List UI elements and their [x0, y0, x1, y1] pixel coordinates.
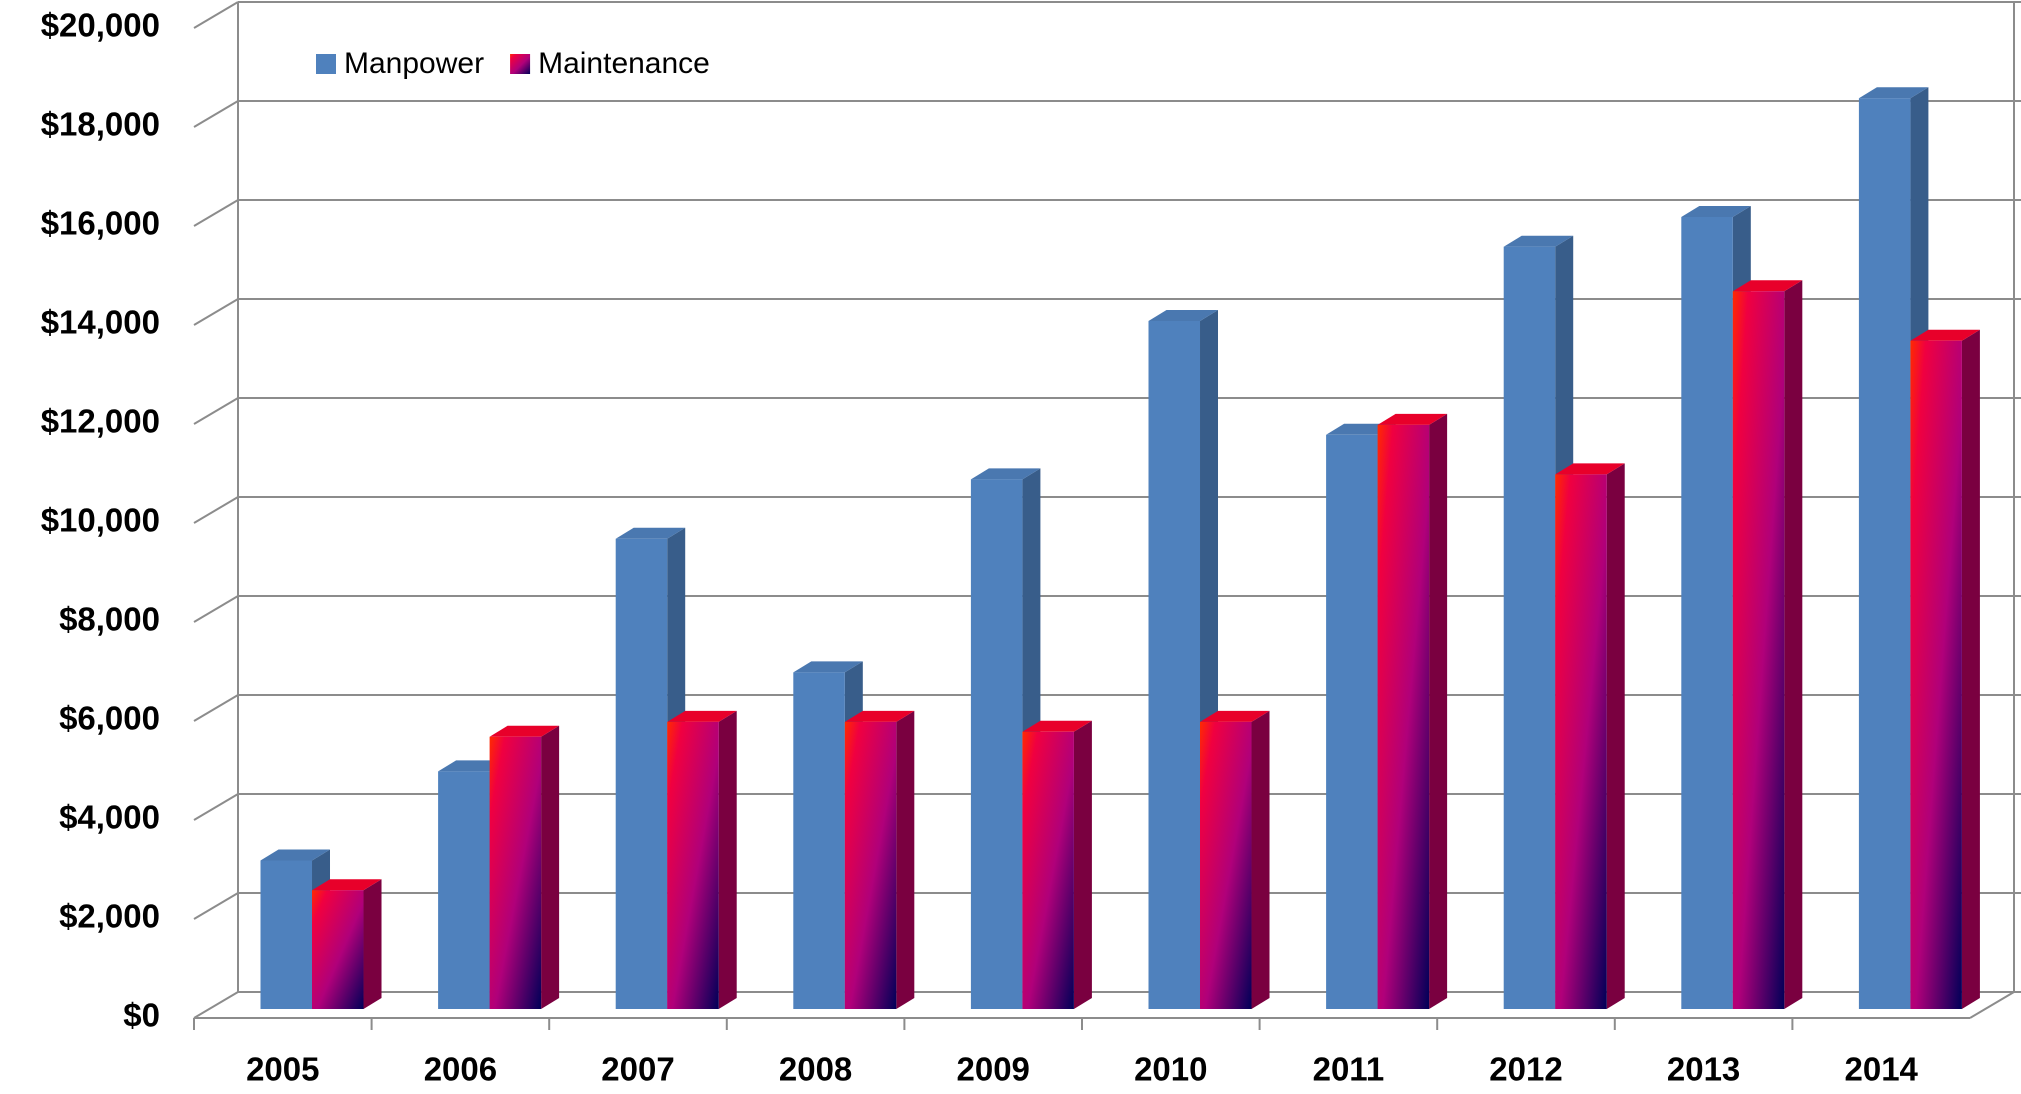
grid-line [193, 496, 239, 524]
axis [1969, 991, 2015, 1019]
x-tick-label: 2009 [956, 1051, 1029, 1088]
bar-side [718, 710, 737, 1009]
bar-front [844, 721, 897, 1009]
bar-front [312, 890, 364, 1009]
bar-side [1784, 280, 1803, 1009]
grid-line [193, 793, 239, 821]
bar-top [1858, 87, 1929, 99]
bar [1022, 720, 1092, 1009]
bar [1732, 280, 1803, 1009]
bar-side [363, 879, 382, 1009]
x-tick-label: 2006 [424, 1051, 497, 1088]
bar-top [844, 710, 915, 722]
bar-top [793, 661, 863, 673]
legend-swatch [316, 54, 336, 74]
bar [1910, 329, 1980, 1009]
y-tick-label: $8,000 [59, 601, 160, 638]
bar-front [1910, 340, 1962, 1009]
y-tick-label: $12,000 [41, 403, 160, 440]
bar-side [896, 710, 915, 1009]
y-tick-label: $18,000 [41, 106, 160, 143]
y-tick-label: $4,000 [59, 799, 160, 836]
legend-label: Manpower [344, 47, 484, 80]
x-tick-label: 2014 [1844, 1051, 1918, 1088]
grid-line [193, 991, 239, 1019]
bar-top [260, 849, 331, 861]
bar-top [970, 468, 1041, 480]
bar-front [438, 771, 490, 1009]
bar-top [1503, 235, 1574, 247]
legend-swatch [510, 54, 531, 74]
grid-line [193, 397, 239, 425]
bar-top [1910, 329, 1980, 341]
bar-side [1961, 329, 1980, 1009]
bar-top [1148, 309, 1219, 321]
bar-front [1681, 217, 1733, 1009]
bar [667, 710, 737, 1009]
bar-front [1503, 246, 1556, 1009]
bar-top [489, 725, 560, 737]
bar-front [1326, 434, 1378, 1009]
bar-front [667, 721, 719, 1009]
bar [1555, 463, 1625, 1009]
bar-front [1022, 731, 1074, 1009]
bar-side [1251, 710, 1270, 1009]
bar-top [1555, 463, 1625, 475]
bar-side [541, 725, 560, 1009]
bar-top [1200, 710, 1270, 722]
bar-front [1200, 721, 1252, 1009]
bar-top [1732, 280, 1803, 292]
grid-line [193, 298, 239, 326]
bar-top [312, 879, 382, 891]
bar-front [489, 736, 542, 1009]
y-tick-label: $0 [123, 997, 160, 1034]
bar [1377, 413, 1448, 1009]
x-tick-label: 2008 [779, 1051, 852, 1088]
x-tick-label: 2010 [1134, 1051, 1207, 1088]
bar-top [615, 527, 686, 539]
bar [489, 725, 560, 1009]
bar-front [1858, 98, 1911, 1009]
bar-front [793, 672, 845, 1009]
y-tick-label: $20,000 [41, 7, 160, 44]
x-tick-label: 2011 [1313, 1051, 1385, 1088]
x-tick-label: 2013 [1667, 1051, 1740, 1088]
bar-side [1073, 720, 1092, 1009]
bar [844, 710, 915, 1009]
bar-side [1606, 463, 1625, 1009]
bar-front [1148, 320, 1201, 1009]
bar-side [1429, 413, 1448, 1009]
bar [1148, 309, 1219, 1009]
bar-front [1732, 291, 1785, 1009]
x-tick-label: 2012 [1489, 1051, 1562, 1088]
bar-top [1022, 720, 1092, 732]
y-tick-label: $2,000 [59, 898, 160, 935]
grid-line [193, 100, 239, 128]
bar-front [970, 479, 1023, 1010]
bar-top [1377, 413, 1448, 425]
y-tick-label: $14,000 [41, 304, 160, 341]
bar-front [260, 860, 313, 1009]
bar [1200, 710, 1270, 1009]
bar-front [615, 538, 668, 1009]
bar-top [1681, 206, 1751, 217]
bar-front [1555, 474, 1607, 1009]
grid-line [193, 199, 239, 227]
y-tick-label: $16,000 [41, 205, 160, 242]
bar [312, 879, 382, 1009]
grid-line [193, 694, 239, 722]
bar-front [1377, 424, 1430, 1009]
grid-line [193, 892, 239, 920]
y-tick-label: $6,000 [59, 700, 160, 737]
x-tick-label: 2007 [601, 1051, 674, 1088]
x-tick-label: 2005 [246, 1051, 319, 1088]
grid-line [193, 1, 239, 29]
y-tick-label: $10,000 [41, 502, 160, 539]
grid-line [193, 595, 239, 623]
legend-label: Maintenance [538, 47, 710, 80]
bar-top [667, 710, 737, 722]
